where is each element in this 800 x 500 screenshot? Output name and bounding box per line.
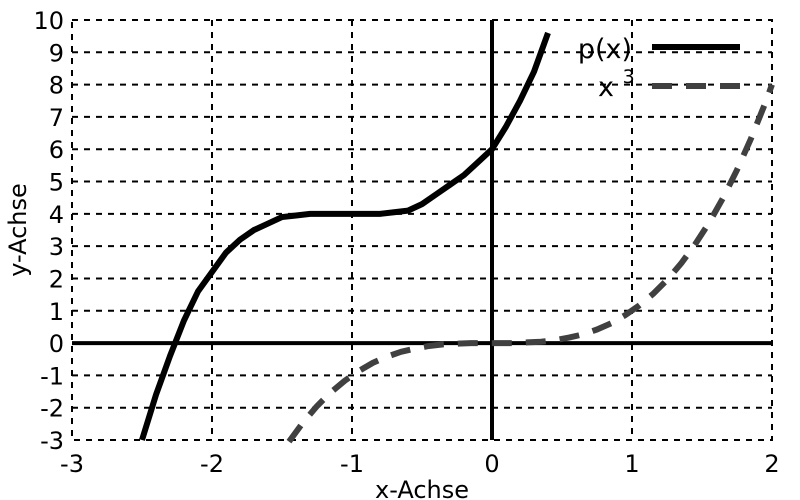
legend-label-x3-superscript: 3 [623, 66, 635, 88]
series-layer [139, 31, 775, 444]
axes-layer [71, 19, 773, 441]
x-tick-label-1: -2 [200, 450, 224, 478]
y-tick-label-10: 7 [49, 104, 64, 132]
legend-label-x3-base: x [598, 72, 614, 103]
y-tick-label-0: -3 [40, 427, 64, 455]
y-tick-label-13: 10 [33, 7, 64, 35]
legend-label-px: p(x) [578, 34, 632, 65]
y-tick-label-7: 4 [49, 201, 64, 229]
y-axis-title: y-Achse [4, 183, 32, 277]
legend: p(x) x 3 [578, 34, 740, 103]
x-tick-label-5: 2 [764, 450, 779, 478]
ticks-layer: -3 -2 -1 0 1 2 -3 -2 -1 0 1 2 3 4 5 6 7 8 9 10 [33, 7, 779, 478]
plot-frame [71, 19, 773, 441]
y-tick-label-11: 8 [49, 72, 64, 100]
series-x3-line [286, 83, 775, 444]
y-tick-label-3: 0 [49, 330, 64, 358]
x-tick-label-3: 0 [484, 450, 499, 478]
series-px-line [139, 31, 551, 441]
y-tick-label-12: 9 [49, 39, 64, 67]
y-tick-label-1: -2 [40, 395, 64, 423]
y-tick-label-9: 6 [49, 136, 64, 164]
x-axis-title: x-Achse [375, 476, 469, 500]
x-tick-label-4: 1 [624, 450, 639, 478]
grid-layer [72, 20, 772, 440]
legend-label-x3: x 3 [598, 66, 635, 103]
y-tick-label-8: 5 [49, 169, 64, 197]
x-tick-label-0: -3 [60, 450, 84, 478]
y-tick-label-2: -1 [40, 362, 64, 390]
y-tick-label-6: 3 [49, 233, 64, 261]
y-tick-label-4: 1 [49, 298, 64, 326]
x-tick-label-2: -1 [340, 450, 364, 478]
y-tick-label-5: 2 [49, 265, 64, 293]
